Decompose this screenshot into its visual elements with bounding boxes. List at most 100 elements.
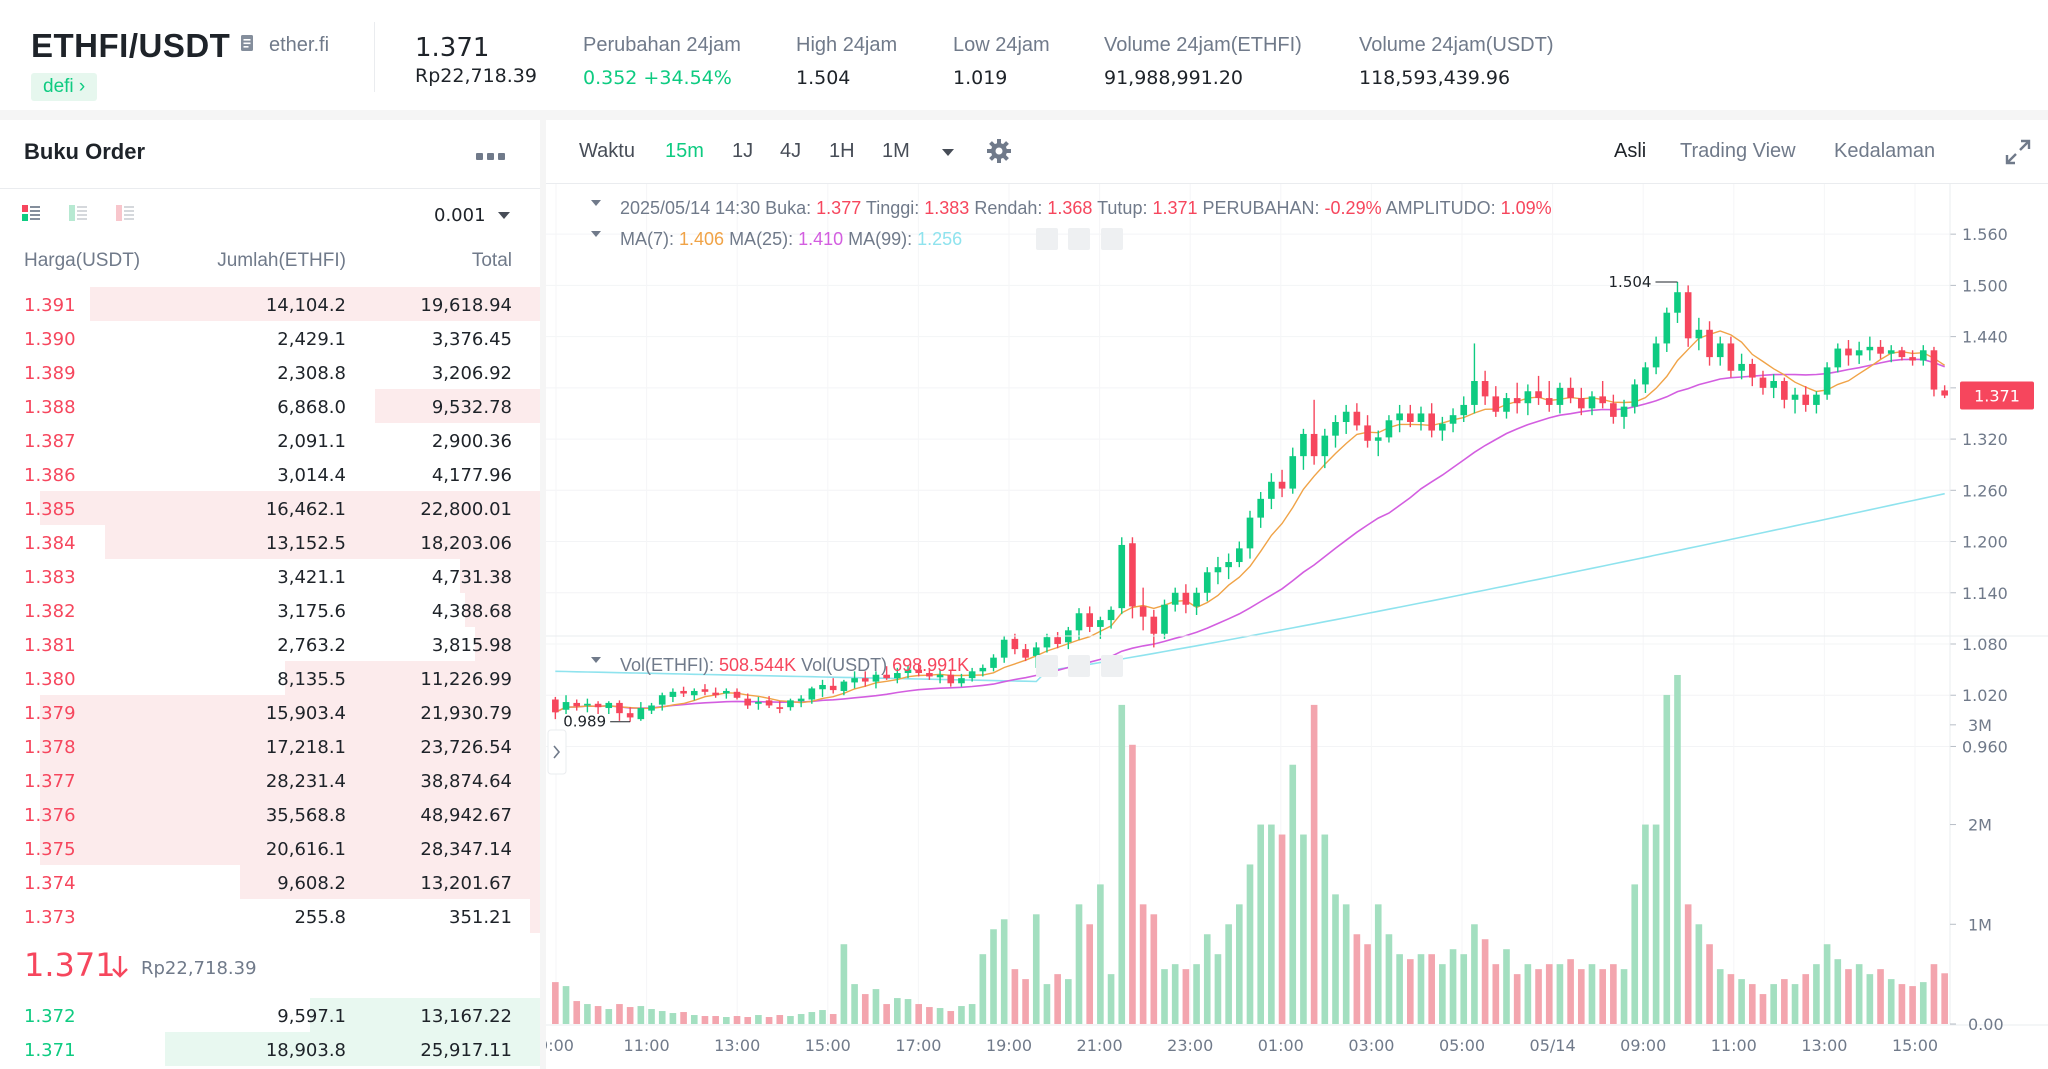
book-asks-icon[interactable] <box>115 204 135 222</box>
row-total: 13,167.22 <box>420 1006 512 1027</box>
candle-body <box>915 669 923 674</box>
ask-row[interactable]: 1.376 35,568.8 48,942.67 <box>0 797 540 831</box>
candle-body <box>1417 413 1425 422</box>
ask-row[interactable]: 1.389 2,308.8 3,206.92 <box>0 355 540 389</box>
ask-row[interactable]: 1.374 9,608.2 13,201.67 <box>0 865 540 899</box>
book-bids-icon[interactable] <box>68 204 88 222</box>
volume-bar <box>883 1004 890 1024</box>
chevron-down-icon[interactable] <box>498 212 510 219</box>
volume-bar <box>1000 919 1008 1024</box>
volume-bar <box>1385 934 1393 1024</box>
candle-body <box>594 703 602 708</box>
time-tick-label: 19:00 <box>986 1036 1032 1055</box>
header-amount: Jumlah(ETHFI) <box>217 250 346 271</box>
volume-bar <box>1203 934 1211 1024</box>
ask-row[interactable]: 1.382 3,175.6 4,388.68 <box>0 593 540 627</box>
ask-row[interactable]: 1.384 13,152.5 18,203.06 <box>0 525 540 559</box>
ask-row[interactable]: 1.388 6,868.0 9,532.78 <box>0 389 540 423</box>
ask-row[interactable]: 1.375 20,616.1 28,347.14 <box>0 831 540 865</box>
row-amount: 16,462.1 <box>265 499 346 520</box>
time-tick-label: 01:00 <box>1258 1036 1304 1055</box>
candle-body <box>1203 572 1211 593</box>
depth-bar <box>285 661 540 695</box>
interval-15m[interactable]: 15m <box>665 140 704 162</box>
candlestick-chart[interactable]: 1.5601.5001.4401.3801.3201.2601.2001.140… <box>546 184 2048 1069</box>
volume-tick-label: 2M <box>1968 816 1992 835</box>
ask-row[interactable]: 1.383 3,421.1 4,731.38 <box>0 559 540 593</box>
bid-row[interactable]: 1.371 18,903.8 25,917.11 <box>0 1032 540 1066</box>
volume-bar <box>829 1014 837 1024</box>
mid-price[interactable]: 1.371 <box>24 946 116 984</box>
candle-body <box>1887 350 1895 354</box>
volume-bar <box>1727 974 1735 1024</box>
view-depth[interactable]: Kedalaman <box>1834 140 1936 162</box>
candle-body <box>573 702 581 707</box>
row-total: 351.21 <box>449 907 512 928</box>
ask-row[interactable]: 1.381 2,763.2 3,815.98 <box>0 627 540 661</box>
interval-1j[interactable]: 1J <box>732 140 754 162</box>
volume-bar <box>851 984 858 1024</box>
candle-body <box>701 689 709 692</box>
gear-icon[interactable] <box>986 138 1012 164</box>
volume-bar <box>1503 949 1510 1024</box>
candle-body <box>1364 425 1371 441</box>
row-price: 1.380 <box>24 669 76 690</box>
bid-row[interactable]: 1.372 9,597.1 13,167.22 <box>0 998 540 1032</box>
interval-1h[interactable]: 1H <box>829 140 855 162</box>
stat-value: 0.352 +34.54% <box>583 67 732 89</box>
document-icon[interactable] <box>240 34 254 52</box>
ask-row[interactable]: 1.385 16,462.1 22,800.01 <box>0 491 540 525</box>
volume-bar <box>1781 979 1788 1024</box>
depth-bar <box>40 491 540 525</box>
ask-row[interactable]: 1.379 15,903.4 21,930.79 <box>0 695 540 729</box>
ask-row[interactable]: 1.391 14,104.2 19,618.94 <box>0 287 540 321</box>
candle-body <box>1813 394 1820 405</box>
volume-bar <box>1770 984 1777 1024</box>
candle-body <box>1406 413 1414 422</box>
ask-row[interactable]: 1.380 8,135.5 11,226.99 <box>0 661 540 695</box>
volume-bar <box>819 1010 826 1024</box>
divider <box>546 183 2048 184</box>
expand-icon[interactable] <box>2004 138 2032 166</box>
time-tick-label: 15:00 <box>805 1036 851 1055</box>
row-total: 19,618.94 <box>420 295 512 316</box>
row-total: 4,177.96 <box>431 465 512 486</box>
category-tag[interactable]: defi › <box>31 73 98 101</box>
precision-select[interactable]: 0.001 <box>434 205 486 226</box>
divider <box>0 188 540 189</box>
candle-body <box>1802 394 1810 405</box>
mid-price-idr: Rp22,718.39 <box>141 958 257 979</box>
row-price: 1.385 <box>24 499 76 520</box>
volume-bar <box>1225 924 1232 1024</box>
project-link[interactable]: ether.fi <box>269 34 330 56</box>
volume-bar <box>936 1008 944 1024</box>
view-original[interactable]: Asli <box>1614 140 1647 162</box>
ask-row[interactable]: 1.377 28,231.4 38,874.64 <box>0 763 540 797</box>
row-amount: 8,135.5 <box>277 669 346 690</box>
candle-body <box>690 690 698 696</box>
candle-body <box>669 691 677 697</box>
book-both-icon[interactable] <box>21 204 41 222</box>
ask-row[interactable]: 1.387 2,091.1 2,900.36 <box>0 423 540 457</box>
ask-row[interactable]: 1.390 2,429.1 3,376.45 <box>0 321 540 355</box>
volume-bar <box>1866 974 1874 1024</box>
interval-1m[interactable]: 1M <box>882 140 910 162</box>
ask-row[interactable]: 1.386 3,014.4 4,177.96 <box>0 457 540 491</box>
stat-value: 118,593,439.96 <box>1359 67 1511 89</box>
volume-bar <box>1716 969 1724 1024</box>
candle-body <box>1268 481 1275 499</box>
candle-body <box>1770 381 1777 388</box>
view-trading-view[interactable]: Trading View <box>1680 140 1796 162</box>
candle-body <box>904 669 912 674</box>
row-amount: 3,014.4 <box>277 465 346 486</box>
ask-row[interactable]: 1.378 17,218.1 23,726.54 <box>0 729 540 763</box>
row-total: 13,201.67 <box>420 873 512 894</box>
interval-4j[interactable]: 4J <box>780 140 802 162</box>
volume-bar <box>1097 884 1104 1024</box>
volume-bar <box>765 1017 773 1024</box>
collapse-handle <box>547 729 567 775</box>
more-icon[interactable] <box>476 147 509 165</box>
ask-row[interactable]: 1.373 255.8 351.21 <box>0 899 540 933</box>
depth-bar <box>475 627 540 661</box>
chevron-down-icon[interactable] <box>942 149 954 156</box>
